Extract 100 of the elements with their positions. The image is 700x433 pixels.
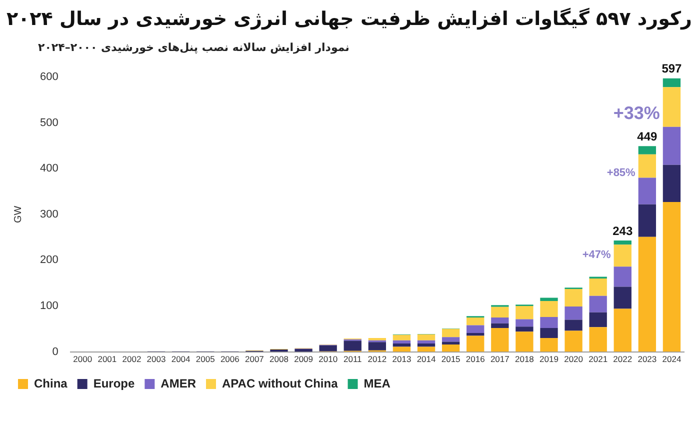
x-tick-label: 2011 <box>343 354 362 364</box>
y-tick-label: 0 <box>52 346 58 358</box>
bar <box>294 349 312 352</box>
bar <box>614 240 632 245</box>
bar <box>589 296 607 312</box>
chart-title: رکورد ۵۹۷ گیگاوات افزایش ظرفیت جهانی انرژی خورشیدی در سال ۲۰۲۴ <box>6 8 692 30</box>
bar <box>466 333 484 336</box>
bar <box>614 308 632 352</box>
x-tick-label: 2014 <box>416 354 436 364</box>
bar <box>564 306 582 320</box>
bar <box>344 340 362 351</box>
total-label: 597 <box>662 62 682 76</box>
x-tick-label: 2013 <box>392 354 412 364</box>
bar <box>638 146 656 154</box>
bar <box>392 334 411 340</box>
bar <box>662 126 681 165</box>
bar <box>417 344 436 347</box>
legend-label: Europe <box>93 376 135 390</box>
x-tick-label: 2020 <box>564 354 584 364</box>
y-tick-label: 100 <box>40 300 58 312</box>
bar <box>319 345 337 352</box>
bar <box>466 317 484 326</box>
legend-label: MEA <box>364 376 391 390</box>
bar <box>540 300 558 317</box>
bar <box>540 328 558 338</box>
bar <box>516 332 534 352</box>
annotation: +33% <box>613 102 660 123</box>
x-tick-label: 2022 <box>613 354 632 364</box>
bar <box>614 244 632 267</box>
bar <box>516 306 534 320</box>
legend-label: AMER <box>160 376 196 390</box>
bar <box>564 289 582 306</box>
y-tick-label: 500 <box>40 116 58 129</box>
x-tick-label: 2019 <box>540 354 559 364</box>
x-tick-label: 2012 <box>368 354 387 364</box>
bar <box>442 328 460 338</box>
x-tick-label: 2023 <box>638 354 657 364</box>
x-tick-label: 2018 <box>514 354 534 364</box>
x-tick-label: 2000 <box>73 354 92 364</box>
x-tick-label: 2017 <box>490 354 510 364</box>
bar <box>540 316 558 328</box>
annotation: +47% <box>582 249 612 262</box>
legend-label: China <box>34 376 68 390</box>
x-tick-label: 2007 <box>244 354 264 364</box>
bar <box>564 330 582 352</box>
bar <box>442 344 460 352</box>
bar <box>442 337 460 342</box>
bar <box>589 312 607 328</box>
x-tick-label: 2002 <box>122 354 142 364</box>
bar <box>491 306 509 318</box>
bar <box>516 319 534 327</box>
bar <box>417 334 436 340</box>
total-label: 243 <box>612 224 633 238</box>
bar <box>491 317 509 324</box>
x-tick-label: 2015 <box>441 354 461 364</box>
bar <box>589 278 607 296</box>
bar <box>491 328 509 352</box>
y-tick-label: 600 <box>40 71 58 84</box>
annotation: +85% <box>606 166 636 179</box>
x-tick-label: 2010 <box>318 354 338 364</box>
y-tick-label: 400 <box>40 162 58 175</box>
bar <box>442 342 460 344</box>
bar <box>491 323 509 328</box>
bar <box>540 298 558 301</box>
bar <box>662 202 681 352</box>
y-tick-label: 300 <box>40 208 58 220</box>
x-tick-label: 2009 <box>294 354 314 364</box>
bar <box>638 154 656 178</box>
bar <box>662 87 681 127</box>
x-tick-label: 2021 <box>588 354 608 364</box>
x-tick-label: 2016 <box>466 354 486 364</box>
bar <box>614 266 632 287</box>
x-tick-label: 2004 <box>171 354 191 364</box>
bar <box>516 326 534 332</box>
bar <box>662 78 681 88</box>
bar <box>392 340 411 344</box>
y-axis-title: GW <box>12 205 24 224</box>
bar <box>466 336 484 352</box>
bar <box>417 340 436 344</box>
x-tick-label: 2003 <box>146 354 166 364</box>
bar <box>589 327 607 352</box>
bar <box>614 286 632 309</box>
chart-subtitle: نمودار افزایش سالانه نصب پنل‌های خورشیدی ۲۰۰۰–۲۰۲۴ <box>38 41 350 54</box>
total-label: 449 <box>637 129 658 144</box>
bar <box>638 178 656 204</box>
bar <box>662 164 681 202</box>
bar <box>466 325 484 334</box>
x-tick-label: 2005 <box>196 354 216 364</box>
y-tick-label: 200 <box>40 254 58 266</box>
bar <box>392 344 411 347</box>
legend-label: APAC without China <box>222 376 338 390</box>
x-tick-label: 2006 <box>220 354 240 364</box>
bar <box>638 236 656 352</box>
bar <box>638 204 656 237</box>
x-tick-label: 2024 <box>662 354 682 364</box>
bar <box>368 342 386 350</box>
bar <box>540 338 558 352</box>
x-tick-label: 2008 <box>270 354 289 364</box>
x-tick-label: 2001 <box>98 354 117 364</box>
bar <box>564 320 582 331</box>
